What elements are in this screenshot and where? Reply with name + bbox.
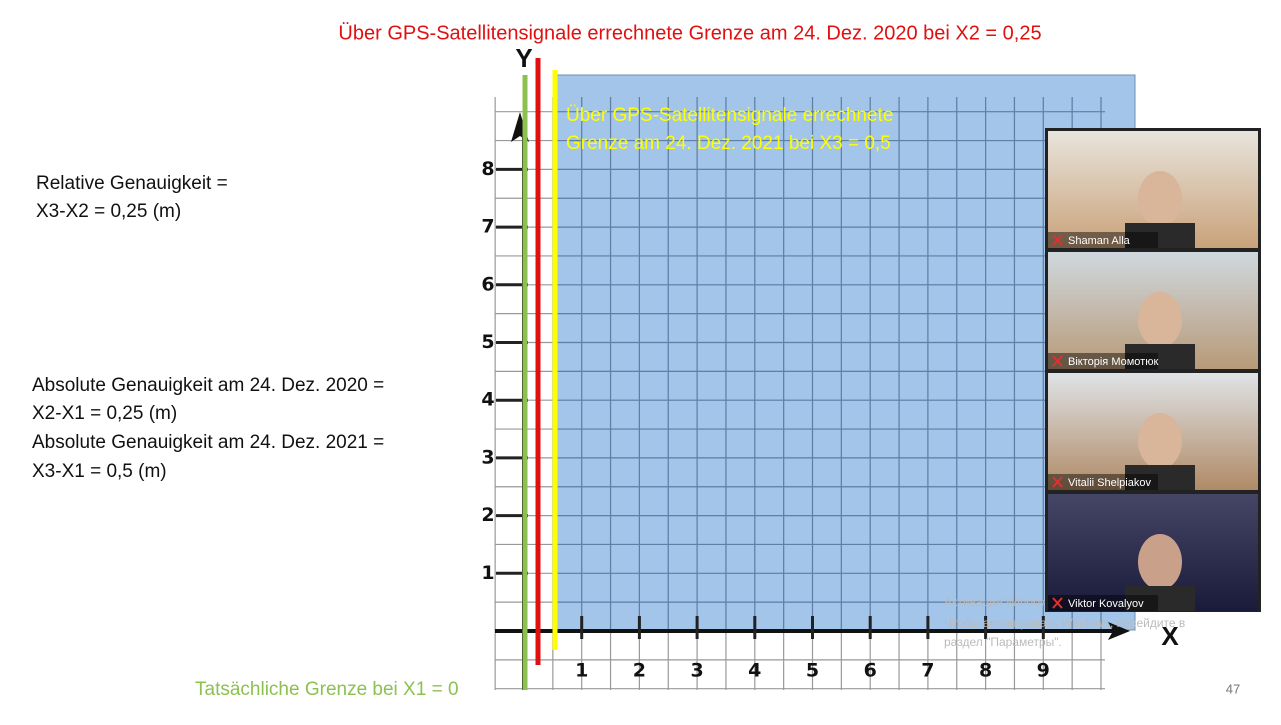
y-tick-label: 2: [481, 504, 494, 526]
annotation: X3-X2 = 0,25 (m): [36, 201, 181, 222]
annotation: X2-X1 = 0,25 (m): [32, 403, 177, 424]
slide-number: 47: [1226, 681, 1240, 696]
y-tick-label: 1: [481, 562, 494, 584]
y-axis-label: Y: [515, 43, 532, 73]
x-tick-label: 6: [864, 660, 877, 682]
x-axis-label: X: [1161, 621, 1179, 651]
name-bg: [1048, 474, 1158, 490]
annotation: Absolute Genauigkeit am 24. Dez. 2021 =: [32, 432, 384, 453]
person: [1138, 413, 1182, 469]
annotation: Relative Genauigkeit =: [36, 173, 228, 194]
person-body: [1125, 465, 1195, 490]
watermark: Активация Windows Чтобы активировать Win…: [944, 595, 1185, 649]
x-tick-label: 8: [979, 660, 992, 682]
muted-mic: [1052, 355, 1063, 367]
x-arrow: [1108, 622, 1130, 640]
muted-mic: [1052, 597, 1063, 609]
y-tick-label: 4: [481, 389, 494, 411]
participant-name: Shaman Alla: [1068, 235, 1131, 247]
y-tick-label: 8: [481, 158, 494, 180]
x-tick-label: 1: [575, 660, 588, 682]
x-tick-label: 9: [1037, 660, 1050, 682]
participant-name: Viktor Kovalyov: [1068, 598, 1144, 610]
watermark-line: Чтобы активировать Windows, перейдите в: [944, 616, 1185, 630]
person: [1138, 534, 1182, 590]
person: [1138, 171, 1182, 227]
watermark-line: раздел "Параметры".: [944, 635, 1062, 649]
name-bg: [1048, 595, 1158, 611]
title: Über GPS-Satellitensignale errechnete Gr…: [338, 22, 1041, 44]
video-panel: Shaman Alla Вікторія Момотюк Vitalii Shelp…: [1045, 128, 1261, 612]
y-tick-label: 7: [481, 216, 494, 238]
x-tick-label: 7: [921, 660, 934, 682]
annotation: Grenze am 24. Dez. 2021 bei X3 = 0,5: [566, 133, 891, 154]
x-tick-label: 2: [633, 660, 646, 682]
person: [1138, 292, 1182, 348]
x-tick-label: 3: [690, 660, 703, 682]
person-body: [1125, 223, 1195, 248]
annotation: X3-X1 = 0,5 (m): [32, 461, 167, 482]
annotation: Über GPS-Satellitensignale errechnete: [566, 105, 893, 126]
person-body: [1125, 344, 1195, 369]
muted-mic: [1052, 234, 1063, 246]
watermark-line: Активация Windows: [944, 595, 1055, 609]
name-bg: [1048, 353, 1158, 369]
annotation: Tatsächliche Grenze bei X1 = 0: [195, 679, 459, 700]
x-tick-label: 5: [806, 660, 819, 682]
participant-name: Вікторія Момотюк: [1068, 356, 1158, 368]
y-tick-label: 6: [481, 273, 494, 295]
y-tick-label: 3: [481, 446, 494, 468]
x-tick-label: 4: [748, 660, 761, 682]
annotation: Absolute Genauigkeit am 24. Dez. 2020 =: [32, 375, 384, 396]
participant-name: Vitalii Shelpiakov: [1068, 477, 1151, 489]
name-bg: [1048, 232, 1158, 248]
person-body: [1125, 586, 1195, 611]
y-tick-label: 5: [481, 331, 494, 353]
muted-mic: [1052, 476, 1063, 488]
blue-area: [554, 74, 1136, 631]
